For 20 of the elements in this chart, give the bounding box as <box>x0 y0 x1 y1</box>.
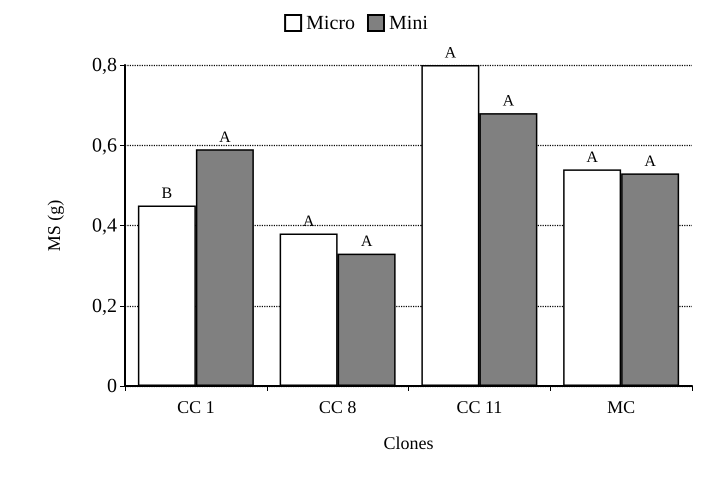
data-label: A <box>444 44 457 62</box>
y-tick-label: 0 <box>107 375 117 397</box>
x-tick-label: CC 11 <box>456 397 502 417</box>
legend-label: Micro <box>306 12 356 34</box>
y-tick-label: 0,4 <box>92 214 117 236</box>
x-tick-label: CC 8 <box>318 397 356 417</box>
y-tick-label: 0,8 <box>92 54 117 76</box>
y-axis-title: MS (g) <box>44 200 64 252</box>
data-label: A <box>644 152 656 170</box>
x-axis-title: Clones <box>383 433 434 453</box>
data-label: B <box>162 184 172 202</box>
legend-label: Mini <box>388 12 428 34</box>
x-tick-label: CC 1 <box>177 397 215 417</box>
data-label: A <box>360 233 373 250</box>
data-label: A <box>219 128 232 146</box>
y-tick-label: 0,2 <box>92 294 117 317</box>
data-label: A <box>502 92 515 110</box>
y-tick-label: 0,6 <box>92 134 117 156</box>
x-tick-label: MC <box>607 397 636 417</box>
data-label: A <box>586 148 598 166</box>
